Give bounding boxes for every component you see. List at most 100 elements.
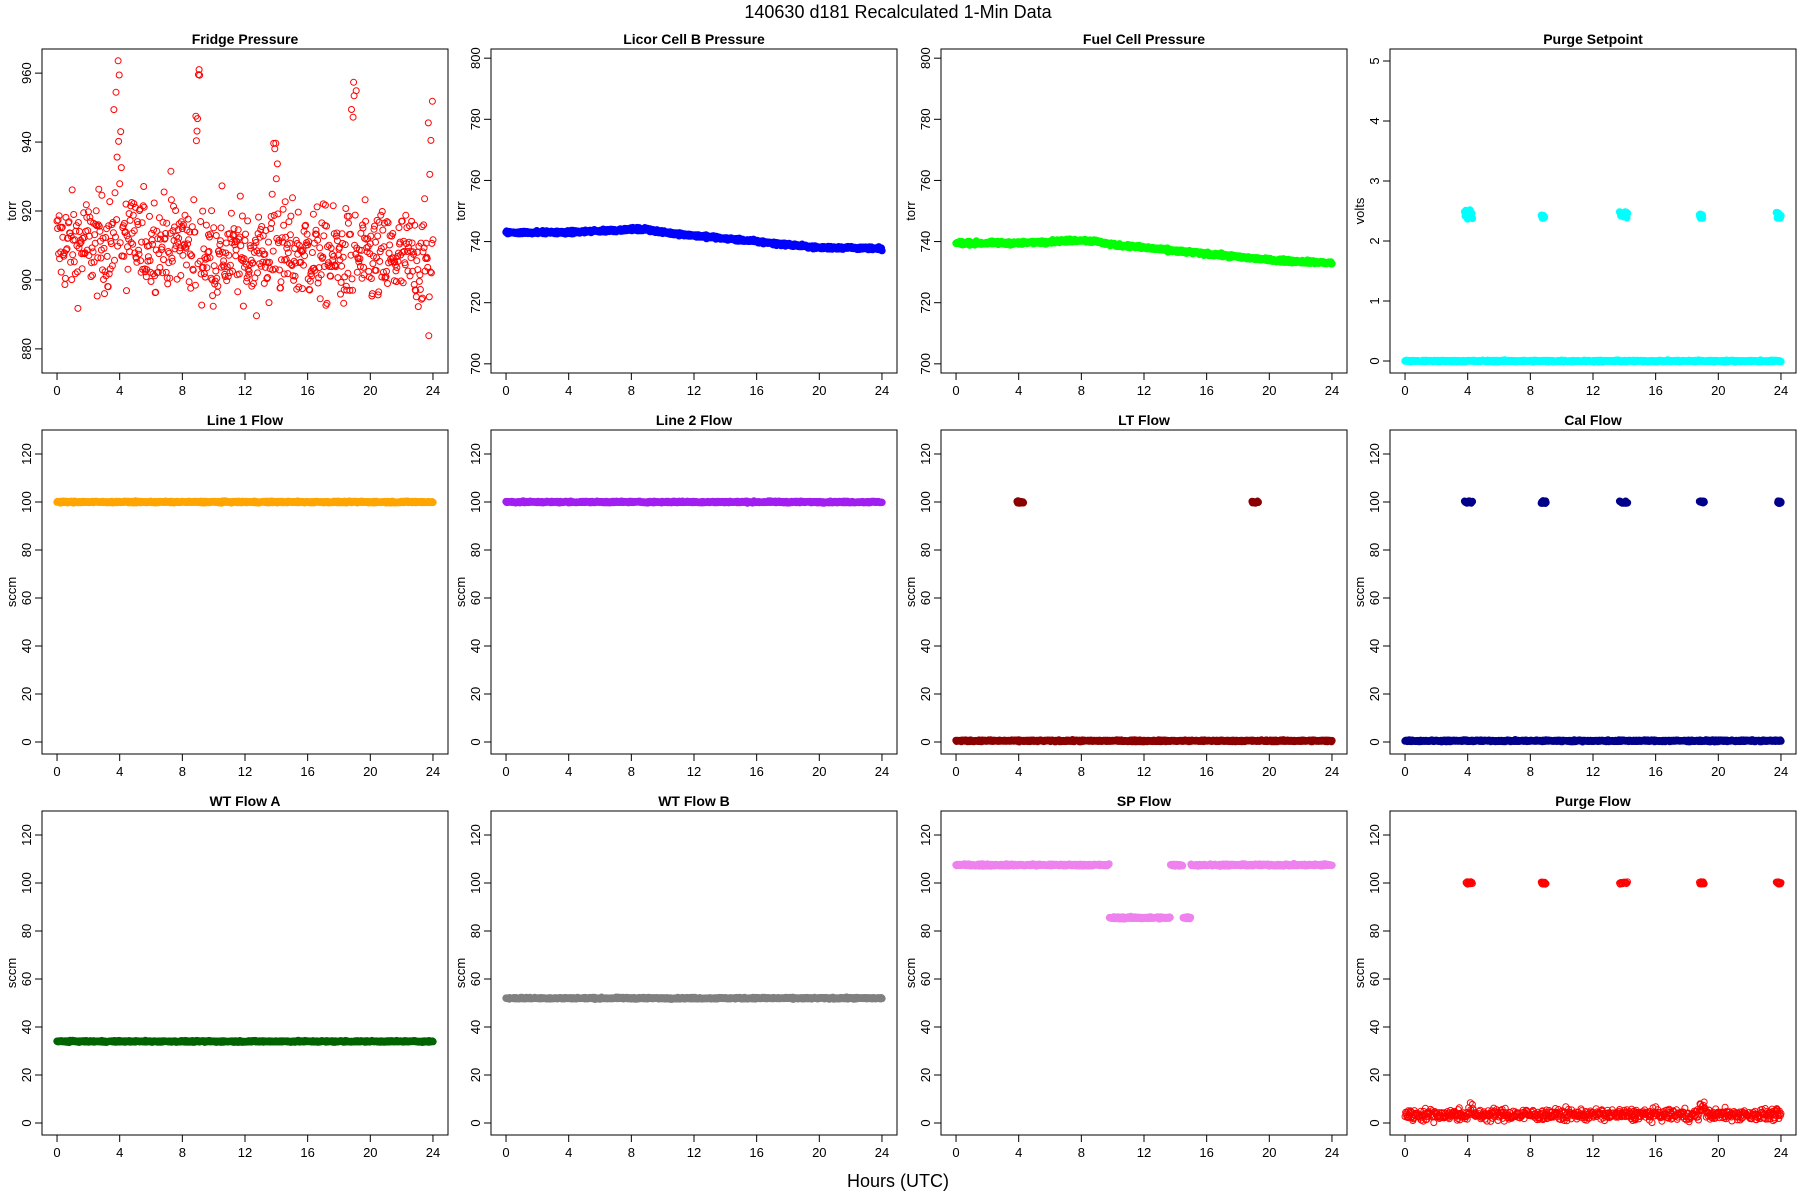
y-axis-label: volts [1352, 197, 1367, 224]
data-point [425, 332, 433, 340]
data-point [154, 268, 162, 276]
data-point [415, 277, 423, 285]
data-point [404, 244, 412, 252]
data-point [413, 257, 421, 265]
data-point [330, 252, 338, 260]
data-point [212, 232, 220, 239]
data-point [74, 304, 82, 312]
data-point [123, 287, 130, 295]
data-point [358, 274, 366, 282]
data-point [279, 205, 287, 213]
data-point [91, 231, 99, 239]
data-point [350, 78, 358, 86]
data-point [149, 240, 157, 248]
data-point [253, 312, 260, 320]
data-point [162, 268, 170, 276]
data-point [304, 241, 312, 249]
data-points [952, 235, 1336, 268]
x-tick-label: 12 [1137, 383, 1151, 398]
data-point [337, 290, 344, 298]
data-point [327, 272, 335, 280]
data-point [1698, 214, 1707, 222]
data-point [202, 255, 210, 263]
data-point [113, 216, 121, 224]
data-point [308, 272, 316, 280]
data-point [401, 261, 409, 269]
data-point [218, 182, 226, 190]
data-point [92, 207, 100, 215]
data-point [338, 230, 346, 238]
data-point [405, 238, 413, 246]
y-tick-label: 780 [918, 108, 933, 130]
y-tick-label: 60 [468, 591, 483, 605]
x-tick-label: 4 [116, 383, 123, 398]
data-point [153, 227, 161, 235]
data-point [227, 209, 235, 217]
data-point [426, 268, 434, 276]
x-tick-label: 4 [1015, 383, 1022, 398]
data-point [67, 258, 75, 266]
figure-title: 140630 d181 Recalculated 1-Min Data [744, 2, 1052, 22]
x-tick-label: 24 [875, 383, 889, 398]
data-point [206, 233, 213, 241]
data-point [1777, 357, 1785, 366]
data-point [199, 207, 207, 215]
data-point [399, 248, 407, 256]
data-point [59, 233, 67, 241]
data-point [216, 241, 224, 248]
data-point [341, 273, 349, 281]
data-point [256, 233, 264, 241]
data-points [952, 497, 1336, 746]
data-point [429, 236, 437, 244]
data-point [272, 139, 280, 147]
data-point [200, 270, 208, 278]
data-point [223, 263, 231, 271]
data-point [147, 278, 155, 285]
data-point [321, 201, 329, 209]
y-tick-label: 740 [918, 231, 933, 253]
data-point [428, 239, 436, 247]
data-point [296, 246, 304, 254]
data-point [274, 210, 282, 218]
y-tick-label: 4 [1367, 117, 1382, 124]
data-point [194, 115, 201, 123]
data-point [342, 205, 350, 212]
data-point [173, 275, 181, 283]
data-point [426, 170, 434, 178]
data-point [225, 251, 233, 259]
data-point [390, 258, 398, 266]
data-point [171, 245, 179, 253]
data-point [192, 137, 200, 145]
data-point [320, 263, 328, 270]
data-point [112, 233, 119, 241]
data-point [420, 221, 428, 229]
y-tick-label: 80 [19, 543, 34, 557]
data-point [384, 219, 392, 227]
data-point [257, 262, 265, 270]
data-point [167, 196, 175, 204]
data-point [314, 236, 322, 244]
data-point [113, 153, 121, 161]
data-point [306, 286, 314, 294]
data-point [80, 234, 88, 242]
data-point [392, 278, 400, 286]
data-point [342, 282, 350, 290]
data-point [352, 87, 360, 95]
data-point [346, 286, 354, 294]
data-point [265, 238, 272, 246]
data-point [273, 235, 281, 242]
data-point [428, 97, 436, 105]
data-point [193, 127, 201, 135]
data-point [280, 270, 288, 278]
data-point [238, 212, 246, 220]
x-tick-label: 12 [687, 764, 701, 779]
data-point [78, 265, 86, 273]
data-point [419, 248, 427, 256]
data-point [124, 265, 132, 273]
y-tick-label: 120 [19, 443, 34, 465]
data-point [170, 202, 177, 210]
data-point [392, 267, 400, 275]
data-point [140, 203, 148, 211]
